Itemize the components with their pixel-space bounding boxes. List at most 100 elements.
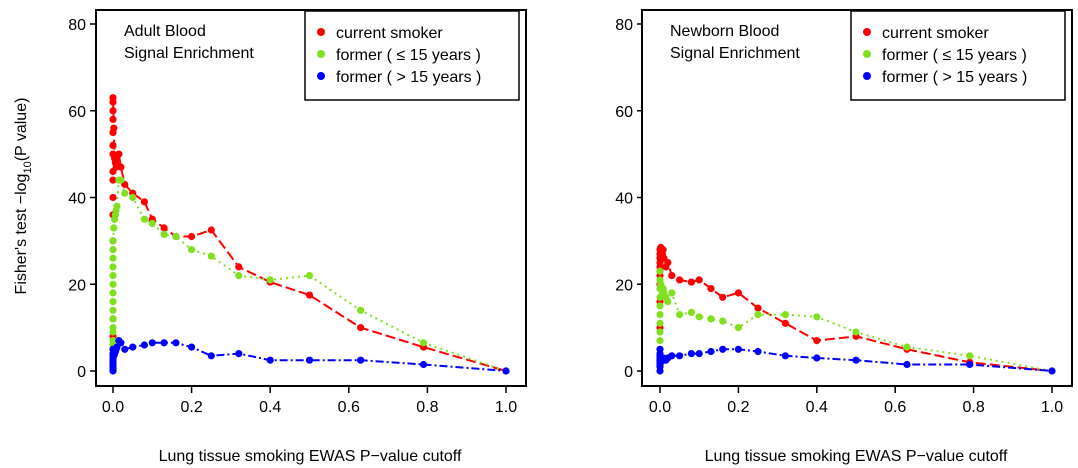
data-point-current-smoker (664, 259, 672, 267)
data-point-former-15-years (707, 347, 715, 356)
data-point-current-smoker (781, 319, 790, 327)
legend-label-former-le15: former ( ≤ 15 years ) (882, 47, 1027, 64)
legend-swatch-former-le15 (317, 50, 325, 58)
data-point-former-15-years (109, 263, 117, 271)
data-point-former-15-years (266, 356, 274, 364)
data-point-current-smoker (687, 278, 696, 286)
y-tick-label: 40 (615, 191, 633, 208)
x-tick-label: 0.6 (884, 399, 906, 416)
legend-label-former-gt15: former ( > 15 years ) (336, 69, 481, 86)
data-point-current-smoker (695, 276, 703, 284)
data-point-former-15-years (687, 350, 696, 358)
data-point-former-15-years (113, 202, 121, 210)
data-point-former-15-years (695, 313, 703, 321)
legend: current smoker former ( ≤ 15 years ) for… (850, 10, 1066, 101)
x-tick-label: 0.8 (416, 399, 438, 416)
data-point-former-15-years (109, 254, 117, 262)
data-point-former-15-years (754, 311, 762, 319)
x-tick-label: 0.0 (649, 399, 671, 416)
data-point-current-smoker (188, 232, 196, 241)
y-tick-label: 20 (615, 277, 633, 294)
plot-area-adult-blood: 0 20 40 60 80 0.0 0.2 0.4 0.6 0.8 1.0 (68, 17, 517, 416)
data-point-current-smoker (109, 176, 117, 184)
x-tick-label: 0.8 (962, 399, 984, 416)
y-axis-title-subscript: 10 (22, 161, 34, 173)
data-point-former-15-years (140, 341, 148, 349)
series-line-current-smoker (659, 244, 1053, 372)
data-point-current-smoker (719, 293, 727, 301)
data-point-current-smoker (676, 276, 684, 284)
data-point-former-15-years (813, 354, 821, 362)
data-point-former-15-years (903, 360, 911, 369)
legend-swatch-current-smoker (863, 28, 871, 36)
data-point-current-smoker (109, 141, 117, 149)
y-axis-title: Fisher's test −log10(P value) (13, 98, 34, 295)
data-point-former-15-years (235, 272, 243, 280)
series-line-former-15-years (112, 338, 507, 372)
data-point-former-15-years (109, 328, 117, 336)
data-point-current-smoker (659, 246, 667, 254)
panel-annotation-line-1: Adult Blood (124, 23, 206, 40)
panel-annotation-line-2: Signal Enrichment (124, 45, 254, 62)
series-line-former-15-years (112, 179, 507, 372)
data-point-former-15-years (734, 345, 743, 353)
data-point-former-15-years (109, 289, 117, 297)
data-point-former-15-years (188, 246, 196, 254)
data-point-former-15-years (656, 319, 664, 327)
data-point-former-15-years (781, 311, 790, 319)
panel-annotation-line-1: Newborn Blood (670, 23, 779, 40)
x-tick-label: 0.2 (727, 399, 749, 416)
data-point-former-15-years (419, 360, 428, 369)
x-tick-label: 0.0 (102, 399, 124, 416)
data-point-current-smoker (117, 163, 125, 171)
data-point-current-smoker (305, 291, 314, 299)
data-point-former-15-years (121, 189, 129, 197)
data-point-former-15-years (109, 315, 117, 323)
data-point-former-15-years (207, 352, 215, 360)
data-point-current-smoker (109, 98, 117, 106)
data-point-former-15-years (903, 343, 911, 351)
data-point-former-15-years (664, 298, 672, 306)
data-point-former-15-years (656, 267, 664, 275)
data-point-current-smoker (734, 289, 743, 297)
data-point-former-15-years (266, 276, 274, 284)
data-point-current-smoker (668, 272, 676, 280)
data-point-former-15-years (656, 337, 664, 345)
data-point-former-15-years (852, 356, 860, 364)
data-point-former-15-years (129, 343, 137, 351)
legend-box (850, 10, 1066, 101)
data-point-former-15-years (110, 224, 118, 232)
data-point-former-15-years (676, 352, 684, 360)
data-point-former-15-years (148, 219, 156, 228)
data-point-former-15-years (781, 352, 790, 360)
data-point-current-smoker (115, 150, 123, 158)
panel-annotation-line-2: Signal Enrichment (670, 45, 800, 62)
data-point-former-15-years (109, 237, 117, 245)
x-tick-label: 0.2 (180, 399, 202, 416)
x-tick-label: 1.0 (1041, 399, 1063, 416)
x-tick-label: 0.6 (338, 399, 360, 416)
data-point-former-15-years (502, 367, 510, 375)
data-point-former-15-years (172, 232, 180, 241)
x-tick-label: 1.0 (495, 399, 517, 416)
legend-label-current-smoker: current smoker (882, 25, 989, 42)
y-tick-label: 60 (68, 104, 86, 121)
data-point-former-15-years (117, 176, 125, 184)
data-point-former-15-years (117, 339, 125, 347)
data-point-current-smoker (707, 285, 715, 293)
data-point-current-smoker (140, 198, 148, 206)
data-point-former-15-years (719, 317, 727, 325)
y-tick-label: 80 (615, 17, 633, 34)
data-point-current-smoker (109, 107, 117, 115)
legend-label-former-le15: former ( ≤ 15 years ) (336, 47, 481, 64)
data-point-current-smoker (235, 263, 243, 271)
data-point-current-smoker (110, 124, 118, 132)
legend-box (304, 10, 520, 101)
data-point-former-15-years (305, 356, 314, 364)
data-point-current-smoker (207, 226, 215, 234)
data-point-former-15-years (109, 367, 117, 375)
panel-newborn-blood: 0 20 40 60 80 0.0 0.2 0.4 0.6 0.8 1.0 Newborn Bloo… (615, 9, 1073, 465)
data-point-former-15-years (676, 311, 684, 319)
y-tick-label: 20 (68, 277, 86, 294)
x-axis-title: Lung tissue smoking EWAS P−value cutoff (705, 448, 1008, 465)
